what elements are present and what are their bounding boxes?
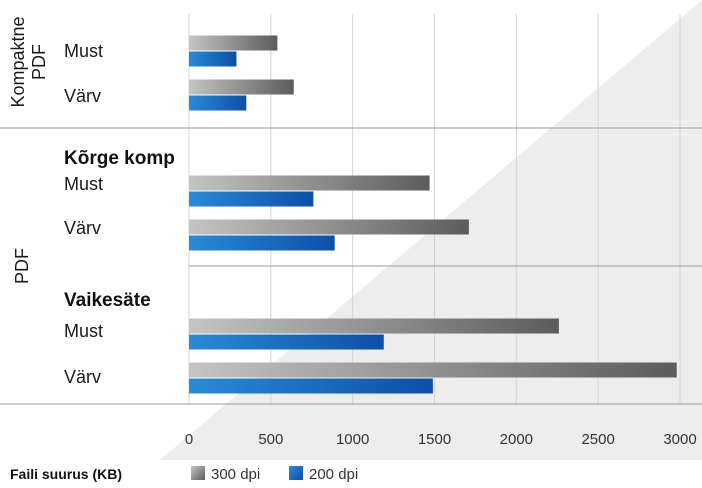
bar-300dpi (189, 362, 677, 378)
x-tick-label: 2500 (581, 431, 614, 448)
x-tick-label: 0 (185, 431, 193, 448)
row-label: Must (64, 174, 103, 194)
x-tick-label: 3000 (663, 431, 696, 448)
row-label: Must (64, 321, 103, 341)
row-label: Värv (64, 367, 101, 387)
legend-swatch-300dpi (191, 466, 205, 480)
bar-200dpi (189, 51, 237, 67)
x-tick-label: 1500 (418, 431, 451, 448)
legend-label-200dpi: 200 dpi (309, 466, 358, 483)
bar-200dpi (189, 334, 384, 350)
section-title-vaikesate: Vaikesäte (64, 290, 151, 311)
legend-swatch-200dpi (289, 466, 303, 480)
row-label: Värv (64, 218, 101, 238)
bar-300dpi (189, 79, 294, 95)
x-tick-label: 500 (258, 431, 283, 448)
row-label: Must (64, 41, 103, 61)
bar-300dpi (189, 175, 430, 191)
bar-200dpi (189, 235, 335, 251)
bar-200dpi (189, 378, 433, 394)
group-label-pdf: PDF (12, 248, 32, 284)
legend-label-300dpi: 300 dpi (211, 466, 260, 483)
group-label-kompaktne-line2: PDF (29, 44, 49, 80)
bar-200dpi (189, 191, 314, 207)
bar-300dpi (189, 318, 559, 334)
group-label-kompaktne-line1: Kompaktne (8, 16, 28, 107)
bar-200dpi (189, 95, 247, 111)
bar-300dpi (189, 219, 469, 235)
row-label: Värv (64, 86, 101, 106)
x-axis-label: Faili suurus (KB) (10, 466, 122, 482)
x-tick-label: 1000 (336, 431, 369, 448)
x-tick-label: 2000 (500, 431, 533, 448)
bar-300dpi (189, 35, 278, 51)
section-title-korge-komp: Kõrge komp (64, 148, 175, 169)
